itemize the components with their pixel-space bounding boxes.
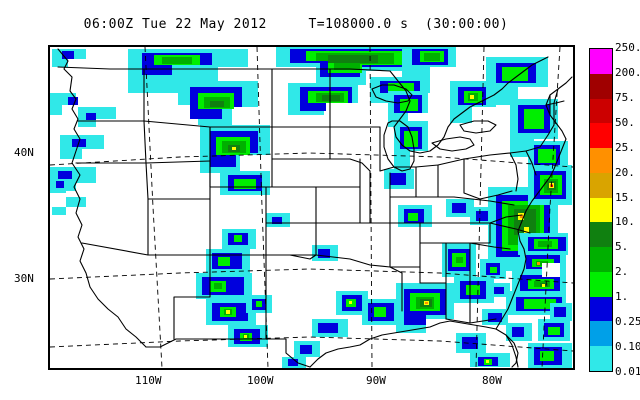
colorbar-tick: 25. — [615, 140, 635, 154]
precip-carolina-cell — [528, 165, 572, 205]
colorbar-band — [590, 98, 612, 124]
colorbar-tick: 2. — [615, 265, 629, 279]
colorbar-tick: 200. — [615, 65, 640, 79]
x-tick-90w: 90W — [366, 374, 386, 387]
y-tick-30n: 30N — [14, 272, 34, 285]
colorbar-band — [590, 296, 612, 322]
colorbar-band — [590, 172, 612, 198]
colorbar-band — [590, 197, 612, 223]
y-tick-40n: 40N — [14, 146, 34, 159]
colorbar-tick: 75. — [615, 90, 635, 104]
map-svg — [50, 47, 573, 368]
colorbar-band — [590, 123, 612, 149]
colorbar-band — [590, 222, 612, 248]
colorbar-tick: 1. — [615, 290, 629, 304]
colorbar-tick: 15. — [615, 190, 635, 204]
precip-gulf-coast — [312, 243, 510, 367]
precipitation-field — [50, 47, 572, 368]
colorbar-tick: 5. — [615, 240, 629, 254]
map-plot-area — [48, 45, 575, 370]
figure-title: 06:00Z Tue 22 May 2012 T=108000.0 s (30:… — [83, 17, 509, 32]
precip-pacific-northwest — [50, 49, 116, 215]
colorbar-band — [590, 49, 612, 74]
x-tick-110w: 110W — [135, 374, 162, 387]
colorbar-band — [590, 73, 612, 99]
x-tick-80w: 80W — [482, 374, 502, 387]
colorbar-tick: 0.25 — [615, 315, 640, 329]
colorbar-tick: 10. — [615, 215, 635, 229]
precip-florida — [506, 303, 572, 368]
colorbar-tick: 0.01 — [615, 365, 640, 378]
colorbar-tick: 0.10 — [615, 340, 640, 354]
colorbar-tick: 20. — [615, 165, 635, 179]
colorbar-tick: 50. — [615, 115, 635, 129]
colorbar-band — [590, 346, 612, 371]
x-tick-100w: 100W — [247, 374, 274, 387]
colorbar-tick-labels: 250. 200. 75. 50. 25. 20. 15. 10. 5. 2. 1. 0.25 0.10… — [615, 41, 640, 378]
colorbar-tick: 250. — [615, 41, 640, 54]
map-gridlines — [50, 47, 573, 368]
colorbar-band — [590, 148, 612, 173]
precip-great-lakes — [384, 47, 456, 189]
colorbar-band — [590, 247, 612, 272]
colorbar-band — [590, 271, 612, 297]
precip-northern-rockies — [128, 49, 270, 195]
colorbar — [589, 48, 613, 372]
colorbar-band — [590, 321, 612, 347]
